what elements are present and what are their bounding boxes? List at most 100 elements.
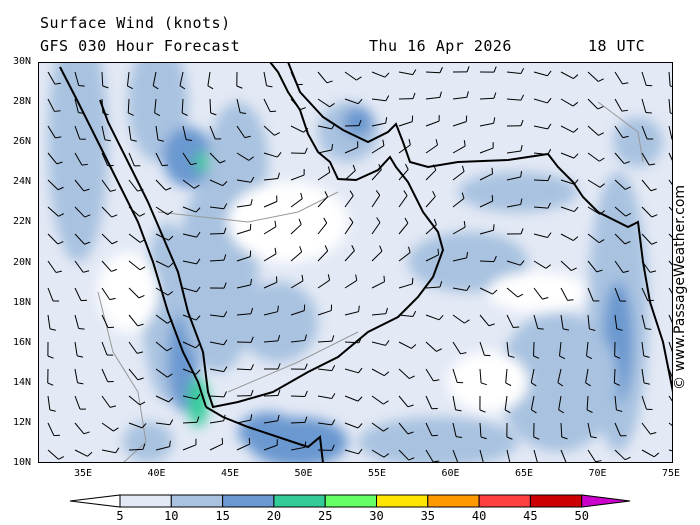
wind-barb bbox=[668, 368, 673, 381]
wind-barb bbox=[344, 305, 360, 316]
wind-barb bbox=[614, 395, 623, 412]
wind-barb bbox=[452, 422, 463, 439]
wind-barb bbox=[587, 98, 604, 110]
wind-barb bbox=[47, 368, 54, 386]
wind-barb bbox=[152, 71, 159, 90]
wind-barb bbox=[128, 314, 144, 327]
colorbar-swatch bbox=[222, 494, 275, 508]
wind-barb bbox=[533, 97, 552, 104]
wind-barb bbox=[560, 71, 579, 80]
wind-barb bbox=[344, 119, 362, 127]
wind-barb bbox=[668, 179, 673, 187]
wind-barb bbox=[452, 140, 466, 154]
wind-barb bbox=[398, 69, 417, 76]
wind-barb bbox=[344, 217, 354, 235]
lon-label: 50E bbox=[294, 468, 313, 479]
wind-barb bbox=[182, 152, 197, 166]
wind-barb bbox=[47, 98, 61, 112]
wind-barb bbox=[587, 449, 602, 463]
wind-barb bbox=[614, 125, 629, 139]
wind-barb bbox=[236, 389, 254, 397]
wind-barb bbox=[425, 115, 440, 127]
wind-barb bbox=[614, 449, 631, 461]
wind-barb bbox=[263, 276, 278, 289]
wind-barb bbox=[236, 71, 243, 89]
wind-barb bbox=[479, 92, 497, 100]
calm-area bbox=[448, 352, 528, 412]
wind-barb bbox=[425, 281, 443, 289]
wind-barb bbox=[263, 247, 277, 262]
wind-barb bbox=[154, 98, 161, 117]
wind-barb bbox=[179, 71, 186, 90]
wind-barb bbox=[479, 167, 494, 181]
wind-barb bbox=[207, 71, 214, 90]
wind-barb bbox=[560, 152, 579, 159]
wind-barb bbox=[533, 123, 552, 130]
wind-barb bbox=[101, 368, 114, 383]
wind-barb bbox=[560, 287, 574, 301]
wind-barb bbox=[290, 416, 308, 424]
wind-barb bbox=[533, 174, 551, 182]
wind-barb bbox=[263, 389, 281, 397]
wind-barb bbox=[344, 71, 362, 81]
wind-barb bbox=[587, 287, 600, 302]
wind-barb bbox=[425, 341, 442, 352]
wind-barb bbox=[560, 260, 577, 271]
wind-barb bbox=[290, 169, 305, 181]
wind-barb bbox=[317, 191, 329, 208]
wind-barb bbox=[452, 115, 468, 127]
wind-barb bbox=[209, 437, 224, 451]
wind-barb bbox=[155, 440, 171, 451]
wind-barb bbox=[128, 206, 146, 217]
map-title: Surface Wind (knots) bbox=[40, 14, 231, 32]
wind-barb bbox=[317, 123, 336, 130]
wind-barb bbox=[425, 139, 438, 154]
wind-barb bbox=[344, 164, 356, 181]
colorbar-label: 15 bbox=[215, 509, 229, 523]
wind-barb bbox=[668, 125, 673, 141]
wind-barb bbox=[530, 395, 537, 414]
wind-barb bbox=[101, 395, 117, 408]
wind-barb bbox=[182, 368, 201, 375]
wind-barb bbox=[290, 246, 303, 262]
wind-barb bbox=[506, 67, 525, 74]
wind-barb bbox=[74, 233, 91, 245]
wind-barb bbox=[668, 422, 673, 427]
wind-barb bbox=[398, 246, 411, 262]
wind-barb bbox=[506, 228, 524, 235]
wind-speed-shading bbox=[48, 62, 663, 463]
wind-barb bbox=[641, 233, 658, 245]
wind-barb bbox=[452, 192, 465, 208]
wind-barb bbox=[317, 393, 336, 399]
wind-barb bbox=[398, 115, 414, 127]
wind-barb bbox=[506, 449, 511, 463]
wind-barb bbox=[425, 218, 437, 235]
wind-speed-area bbox=[613, 117, 663, 167]
wind-barb bbox=[452, 449, 465, 463]
wind-barb bbox=[317, 365, 336, 372]
wind-barb bbox=[155, 152, 169, 167]
wind-barb bbox=[317, 335, 335, 343]
wind-barb bbox=[263, 439, 278, 451]
wind-barb bbox=[290, 147, 308, 154]
forecast-label: GFS 030 Hour Forecast bbox=[40, 37, 241, 55]
wind-barb bbox=[209, 366, 228, 373]
wind-barb bbox=[155, 287, 174, 296]
wind-barb bbox=[344, 337, 362, 344]
wind-barb bbox=[587, 422, 597, 439]
wind-barb bbox=[398, 341, 417, 349]
wind-barb bbox=[74, 287, 88, 302]
colorbar-swatch bbox=[324, 494, 378, 508]
wind-barb bbox=[533, 341, 540, 359]
wind-barb bbox=[371, 117, 388, 127]
wind-barb bbox=[371, 368, 390, 377]
wind-barb bbox=[641, 422, 657, 435]
wind-barb bbox=[668, 206, 673, 212]
wind-barb bbox=[371, 95, 390, 102]
wind-barb bbox=[425, 314, 444, 321]
wind-barb bbox=[182, 341, 201, 349]
wind-barb bbox=[425, 395, 438, 410]
wind-barb bbox=[425, 248, 440, 262]
wind-barb bbox=[263, 152, 282, 158]
wind-barb bbox=[398, 449, 415, 461]
